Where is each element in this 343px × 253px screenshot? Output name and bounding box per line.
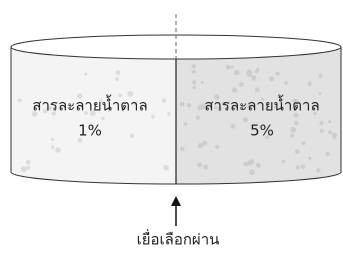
left-label-line-2: 1%: [78, 122, 102, 140]
particle: [215, 145, 219, 149]
particle: [198, 143, 204, 149]
particle: [51, 138, 54, 141]
particle: [187, 103, 191, 107]
particle: [55, 147, 61, 153]
particle: [234, 70, 240, 76]
particle: [302, 141, 306, 145]
particle: [290, 127, 296, 133]
particle: [84, 73, 87, 76]
particle: [284, 81, 288, 85]
diagram: สารละลายน้ำตาล 1% สารละลายน้ำตาล 5% เยื่…: [0, 0, 343, 253]
particle: [162, 98, 166, 102]
particle: [251, 75, 256, 80]
particle: [290, 134, 294, 138]
particle: [151, 115, 155, 119]
particle: [231, 66, 234, 69]
particle: [295, 149, 300, 154]
membrane-label: เยื่อเลือกผ่าน: [137, 229, 220, 249]
particle: [191, 64, 196, 69]
particle: [203, 165, 208, 170]
particle: [333, 136, 336, 139]
particle: [318, 74, 322, 78]
particle: [319, 121, 323, 125]
particle: [318, 92, 321, 95]
particle: [255, 69, 259, 73]
particle: [296, 165, 300, 169]
particle: [180, 147, 184, 151]
particle: [328, 130, 332, 134]
particle: [18, 98, 22, 102]
particle: [184, 122, 188, 126]
right-label-line-2: 5%: [250, 122, 274, 140]
arrow-head: [171, 196, 181, 206]
particle: [276, 72, 280, 76]
particle: [231, 124, 236, 129]
particle: [167, 112, 171, 116]
particle: [197, 162, 202, 167]
particle: [130, 133, 135, 138]
particle: [26, 160, 31, 165]
particle: [282, 160, 286, 164]
particle: [196, 115, 200, 119]
particle: [232, 87, 237, 92]
particle: [243, 117, 248, 122]
left-label-line-1: สารละลายน้ำตาล: [32, 95, 147, 115]
particle: [301, 164, 306, 169]
particle: [101, 117, 105, 121]
particle: [326, 152, 330, 156]
particle: [320, 129, 324, 133]
particle: [51, 146, 54, 149]
particle: [269, 76, 274, 81]
particle: [328, 120, 331, 123]
particle: [249, 170, 255, 176]
particle: [308, 157, 311, 160]
particle: [180, 102, 185, 107]
particle: [256, 163, 261, 168]
particle: [201, 81, 204, 84]
particle: [239, 82, 244, 87]
particle: [26, 166, 30, 170]
right-label-line-1: สารละลายน้ำตาล: [204, 95, 319, 115]
particle: [115, 77, 119, 81]
particle: [193, 86, 196, 89]
page: {"left_compartment": {"lines": ["สารละลา…: [0, 0, 343, 253]
particle: [255, 87, 260, 92]
particle: [243, 162, 248, 167]
particle: [316, 168, 320, 172]
particle: [116, 70, 120, 74]
particle: [163, 165, 169, 171]
particle: [246, 70, 252, 76]
particle: [294, 121, 299, 126]
particle: [308, 82, 312, 86]
particle: [192, 70, 196, 74]
particle: [21, 166, 27, 172]
particle: [226, 65, 231, 70]
particle: [192, 80, 196, 84]
